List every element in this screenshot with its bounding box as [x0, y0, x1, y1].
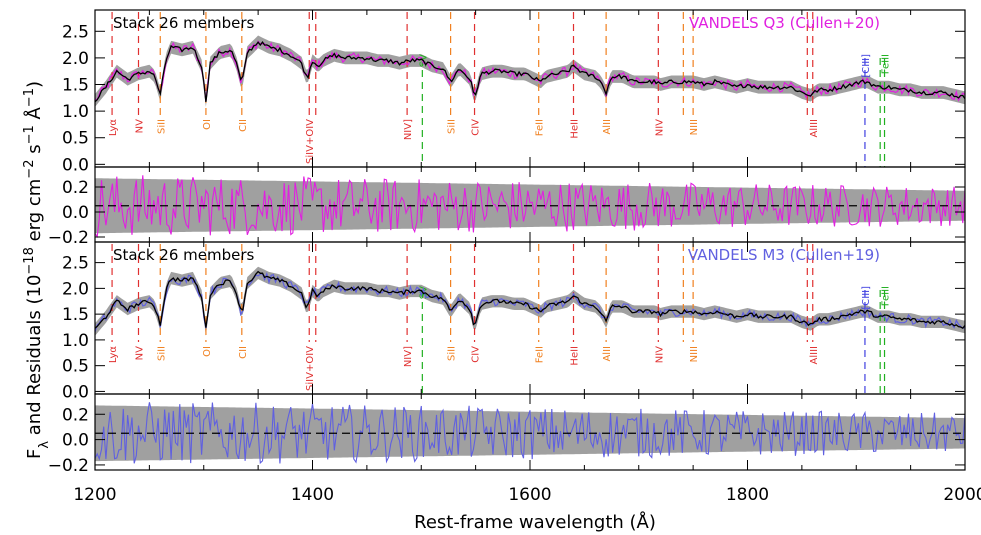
flux-q3-ytick-label-2: 1.0 — [62, 102, 89, 122]
flux-q3-line-label-4: CII — [238, 119, 249, 132]
y-axis-title: Fλ and Residuals (10−18 erg cm−2 s−1 Å−1… — [22, 81, 52, 459]
flux-q3-band — [95, 35, 965, 107]
flux-m3-band — [95, 266, 965, 336]
axes-frame: 0.0 0.5 1.0 1.5 2.0 2.5 −0.2 0.0 0.2 0.0 0.5 1.0 1.5… — [48, 9, 981, 505]
flux-q3-line-label-5: SiIV+OIV — [305, 119, 316, 164]
flux-q3-ytick-label-5: 2.5 — [62, 22, 89, 42]
flux-m3-line-label-3: OI — [202, 346, 213, 357]
flux-m3-line-label-9: CIV — [471, 346, 482, 363]
flux-m3-stack-line — [94, 270, 966, 330]
x-tick-label-1200: 1200 — [73, 485, 116, 505]
x-tick-label-1400: 1400 — [291, 485, 334, 505]
flux-m3-ytick-label-4: 2.0 — [62, 279, 89, 299]
flux-q3-line-label-13: NIV — [654, 119, 665, 136]
resid-q3-ytick-label-1: 0.0 — [62, 203, 89, 223]
flux-m3-line-label-1: NV — [135, 346, 146, 360]
x-tick-label-2000: 2000 — [943, 485, 981, 505]
y-axis-title-end: ) — [24, 81, 45, 88]
flux-m3-line-label-15: AlIII — [809, 346, 820, 364]
resid-m3-ytick-label-0: −0.2 — [48, 456, 89, 476]
spectra-series — [94, 40, 966, 465]
flux-m3-model-line — [94, 271, 966, 333]
flux-q3-ytick-label-3: 1.5 — [62, 76, 89, 96]
y-axis-title-units3: Å — [23, 107, 45, 126]
flux-q3-line-label-11: HeII — [570, 119, 581, 139]
flux-q3-stack-line — [94, 40, 966, 103]
y-axis-title-sub: λ — [37, 441, 52, 449]
flux-m3-line-label-0: Lyα — [108, 346, 119, 364]
resid-q3-residual-line — [94, 175, 966, 239]
flux-q3-line-label-3: OI — [202, 119, 213, 130]
resid-m3-ytick-label-1: 0.0 — [62, 431, 89, 451]
flux-q3-ytick-label-1: 0.5 — [62, 129, 89, 149]
flux-m3-ytick-label-0: 0.0 — [62, 382, 89, 402]
flux-q3-line-label-1: NV — [135, 119, 146, 133]
flux-m3-line-label-5: SiIV+OIV — [305, 346, 316, 391]
flux-q3-line-label-16: [CIII] — [861, 54, 872, 78]
flux-q3-ytick-label-0: 0.0 — [62, 155, 89, 175]
flux-m3-ytick-label-3: 1.5 — [62, 305, 89, 325]
resid-m3-ytick-label-2: 0.2 — [62, 405, 89, 425]
y-axis-title-exp4: −1 — [22, 88, 37, 107]
y-axis-title-rest: and Residuals (10 — [24, 275, 45, 441]
flux-q3-line-label-12: AlII — [602, 119, 613, 135]
resid-q3-ytick-label-0: −0.2 — [48, 228, 89, 248]
flux-m3-left-label: Stack 26 members — [113, 246, 255, 264]
x-axis-title: Rest-frame wavelength (Å) — [414, 511, 656, 533]
flux-m3-line-label-14: NIII — [689, 346, 700, 362]
flux-m3-ytick-label-1: 0.5 — [62, 357, 89, 377]
y-axis-title-units: erg cm — [24, 179, 45, 247]
x-tick-label-1600: 1600 — [508, 485, 551, 505]
flux-m3-ytick-label-2: 1.0 — [62, 331, 89, 351]
flux-q3-line-label-9: CIV — [471, 119, 482, 136]
flux-m3-line-label-11: HeII — [570, 346, 581, 366]
flux-m3-line-label-12: AlII — [602, 346, 613, 362]
resid-m3-residual-line — [94, 402, 966, 465]
y-axis-title-units2: s — [24, 144, 45, 159]
flux-m3-right-label: VANDELS M3 (Cullen+19) — [688, 246, 880, 264]
flux-q3-line-label-10: FeII — [535, 119, 546, 136]
flux-q3-line-label-7: NIV] — [403, 119, 414, 140]
panel-labels: Stack 26 members VANDELS Q3 (Cullen+20) St… — [113, 14, 880, 264]
y-axis-title-exp3: −1 — [22, 125, 37, 144]
flux-q3-line-label-17: FeIII — [881, 54, 892, 74]
flux-q3-right-label: VANDELS Q3 (Cullen+20) — [689, 14, 880, 32]
flux-q3-line-label-8: SiII — [447, 119, 458, 134]
flux-m3-ytick-label-5: 2.5 — [62, 254, 89, 274]
y-axis-title-f: F — [24, 449, 45, 459]
flux-m3-line-label-10: FeII — [535, 346, 546, 363]
y-axis-title-exp2: −2 — [22, 160, 37, 179]
flux-m3-line-label-4: CII — [238, 346, 249, 359]
x-tick-label-1800: 1800 — [726, 485, 769, 505]
flux-q3-line-label-2: SiII — [156, 119, 167, 134]
flux-m3-line-label-13: NIV — [654, 346, 665, 363]
resid-q3-ytick-label-2: 0.2 — [62, 178, 89, 198]
flux-q3-line-label-15: AlIII — [809, 119, 820, 137]
flux-m3-line-label-2: SiII — [156, 346, 167, 361]
flux-q3-line-label-14: NIII — [689, 119, 700, 135]
flux-m3-line-label-16: [CIII] — [861, 286, 872, 310]
y-axis-title-exp: −18 — [22, 247, 37, 274]
flux-q3-left-label: Stack 26 members — [113, 14, 255, 32]
flux-m3-line-label-17: FeIII — [881, 286, 892, 306]
flux-m3-line-label-7: NIV] — [403, 346, 414, 367]
flux-m3-line-label-8: SiII — [447, 346, 458, 361]
flux-q3-line-label-0: Lyα — [108, 119, 119, 137]
flux-q3-ytick-label-4: 2.0 — [62, 49, 89, 69]
